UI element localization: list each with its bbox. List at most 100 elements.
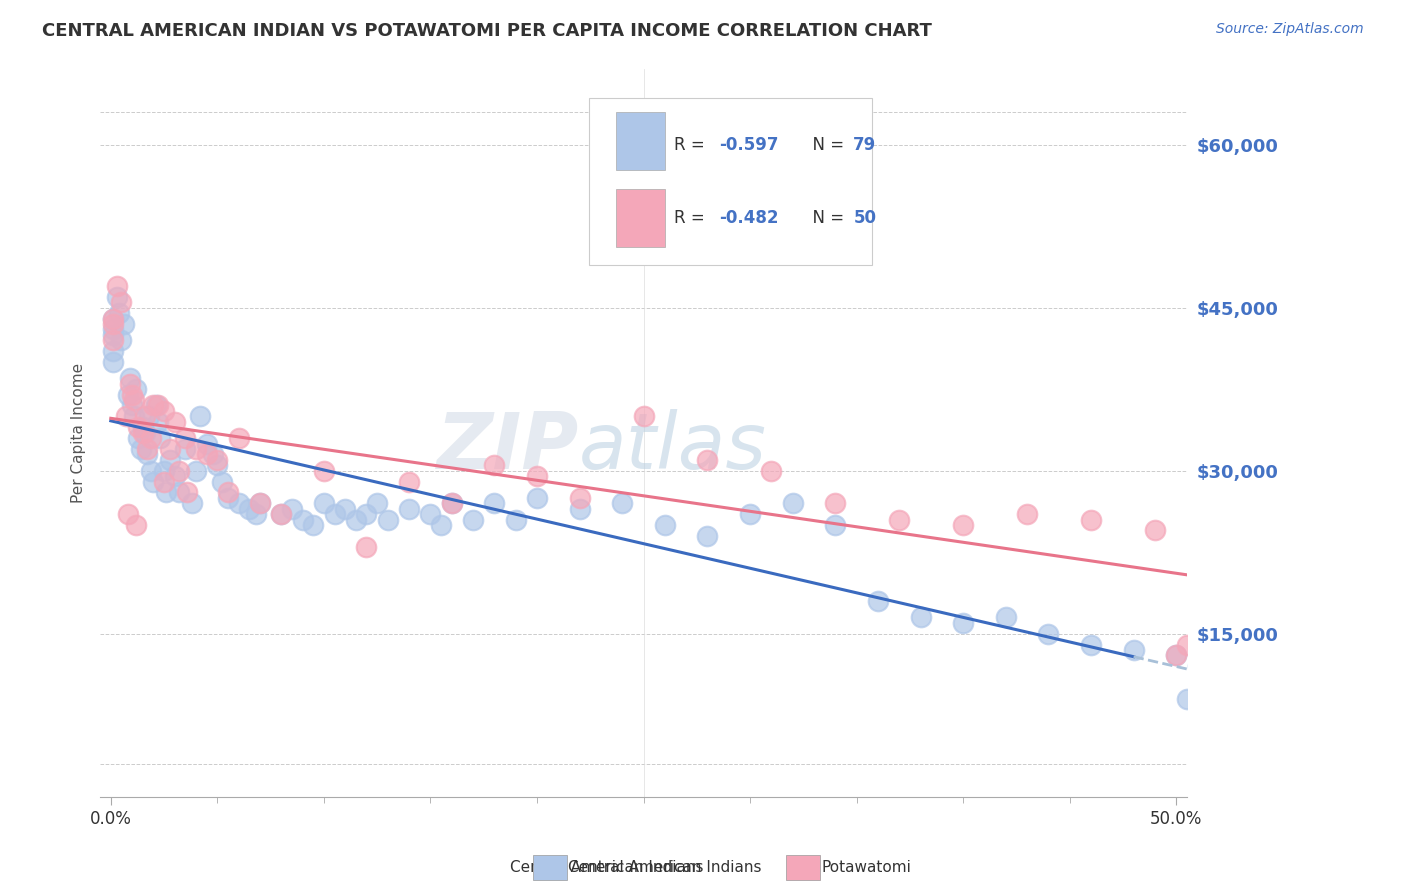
Point — [105, 290, 128, 304]
Point — [323, 507, 346, 521]
Point — [101, 333, 124, 347]
Point — [184, 464, 207, 478]
Point — [1143, 524, 1166, 538]
Point — [101, 344, 124, 359]
Point — [526, 491, 548, 505]
Point — [430, 518, 453, 533]
Point — [176, 485, 198, 500]
Text: Source: ZipAtlas.com: Source: ZipAtlas.com — [1216, 22, 1364, 37]
Point — [654, 518, 676, 533]
Text: Potawatomi: Potawatomi — [821, 860, 911, 874]
Point — [141, 464, 163, 478]
Point — [484, 496, 506, 510]
Text: N =: N = — [803, 209, 849, 227]
FancyBboxPatch shape — [589, 97, 872, 265]
Point — [889, 512, 911, 526]
Point — [1080, 512, 1102, 526]
Text: Central American Indians: Central American Indians — [509, 860, 703, 874]
Text: R =: R = — [673, 136, 710, 154]
Point — [633, 409, 655, 424]
Point — [356, 540, 378, 554]
Point — [101, 322, 124, 336]
Text: N =: N = — [803, 136, 849, 154]
Point — [291, 512, 314, 526]
Point — [217, 491, 239, 505]
Point — [114, 409, 136, 424]
Point — [174, 431, 197, 445]
Point — [1017, 507, 1039, 521]
Point — [366, 496, 388, 510]
Point — [159, 442, 181, 456]
Point — [440, 496, 463, 510]
Point — [696, 452, 718, 467]
Point — [696, 529, 718, 543]
Point — [125, 518, 148, 533]
Point — [132, 425, 155, 440]
Point — [195, 436, 218, 450]
Point — [118, 371, 141, 385]
Point — [270, 507, 292, 521]
Point — [1175, 692, 1198, 706]
Point — [419, 507, 441, 521]
Point — [155, 485, 177, 500]
Point — [824, 518, 846, 533]
Point — [312, 464, 335, 478]
Point — [398, 475, 420, 489]
Point — [782, 496, 804, 510]
Point — [129, 442, 152, 456]
Point — [228, 431, 250, 445]
Point — [138, 409, 160, 424]
Point — [121, 399, 143, 413]
Point — [110, 295, 132, 310]
Point — [136, 447, 159, 461]
Point — [1080, 638, 1102, 652]
Point — [167, 464, 190, 478]
Point — [117, 507, 139, 521]
Point — [910, 610, 932, 624]
Point — [302, 518, 325, 533]
Point — [440, 496, 463, 510]
Point — [738, 507, 761, 521]
Point — [1122, 643, 1144, 657]
Point — [612, 496, 634, 510]
Point — [101, 355, 124, 369]
Point — [1038, 626, 1060, 640]
Point — [105, 279, 128, 293]
Point — [202, 447, 225, 461]
Point — [153, 404, 176, 418]
Point — [824, 496, 846, 510]
Point — [118, 376, 141, 391]
Point — [101, 311, 124, 326]
Point — [344, 512, 367, 526]
Point — [159, 452, 181, 467]
Text: CENTRAL AMERICAN INDIAN VS POTAWATOMI PER CAPITA INCOME CORRELATION CHART: CENTRAL AMERICAN INDIAN VS POTAWATOMI PE… — [42, 22, 932, 40]
Point — [146, 415, 169, 429]
Point — [312, 496, 335, 510]
Bar — [616, 189, 665, 247]
Point — [163, 469, 186, 483]
Text: atlas: atlas — [578, 409, 766, 485]
Point — [101, 327, 124, 342]
Point — [149, 431, 172, 445]
Point — [112, 317, 135, 331]
Point — [1166, 648, 1188, 663]
Point — [1166, 648, 1188, 663]
Point — [188, 409, 211, 424]
Bar — [616, 112, 665, 170]
Text: 50: 50 — [853, 209, 876, 227]
Point — [132, 420, 155, 434]
Point — [952, 615, 974, 630]
Point — [270, 507, 292, 521]
Point — [146, 399, 169, 413]
Point — [994, 610, 1017, 624]
Point — [110, 333, 132, 347]
Point — [142, 399, 165, 413]
Point — [134, 425, 156, 440]
Text: R =: R = — [673, 209, 710, 227]
Point — [952, 518, 974, 533]
Text: -0.597: -0.597 — [720, 136, 779, 154]
Point — [568, 491, 591, 505]
Y-axis label: Per Capita Income: Per Capita Income — [72, 362, 86, 503]
Point — [245, 507, 267, 521]
Point — [217, 485, 239, 500]
